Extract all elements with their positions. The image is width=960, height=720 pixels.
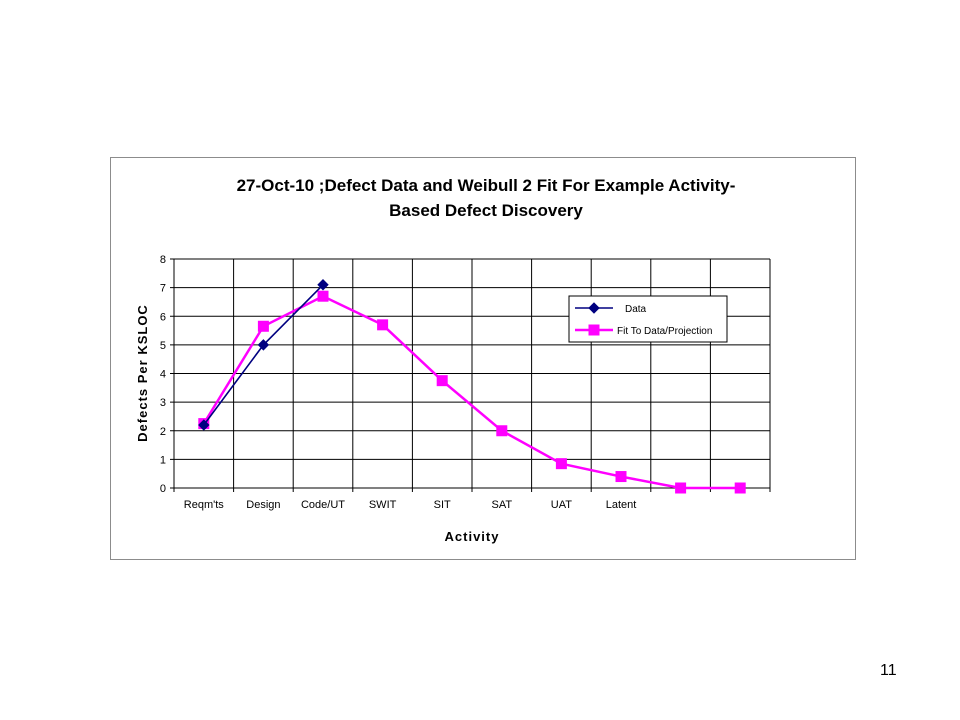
page-number: 11 [880, 662, 897, 679]
legend-label: Fit To Data/Projection [617, 326, 712, 337]
y-tick-label: 6 [160, 311, 166, 323]
y-tick-label: 4 [160, 369, 166, 381]
fit-point [257, 320, 269, 332]
fit-point [555, 458, 567, 470]
fit-point [377, 319, 389, 331]
x-tick-label: Latent [606, 499, 637, 511]
y-axis-title: Defects Per KSLOC [135, 304, 150, 442]
fit-point [615, 471, 627, 483]
x-axis-title: Activity [445, 529, 500, 544]
chart-subtitle: Based Defect Discovery [389, 201, 583, 220]
fit-point [436, 375, 448, 387]
series-line-fit [202, 294, 741, 490]
data-point [198, 419, 210, 431]
x-tick-label: Design [246, 499, 280, 511]
legend: Data Fit To Data/Projection [568, 295, 728, 343]
x-tick-label: Reqm'ts [184, 499, 224, 511]
legend-label: Data [625, 304, 647, 315]
data-point [257, 339, 270, 351]
chart-frame: 27-Oct-10 ;Defect Data and Weibull 2 Fit… [110, 157, 856, 560]
legend-marker [588, 302, 600, 314]
plot-area: 0 1 2 3 4 5 6 7 8 Reqm'ts Design Code/UT SWIT SIT SAT U… [160, 254, 771, 511]
y-tick-label: 8 [160, 254, 166, 266]
x-tick-label: Code/UT [301, 499, 345, 511]
data-point [317, 279, 329, 291]
chart-title: 27-Oct-10 ;Defect Data and Weibull 2 Fit… [237, 176, 736, 195]
y-tick-label: 2 [160, 426, 166, 438]
y-tick-label: 5 [160, 340, 166, 352]
x-tick-label: UAT [551, 499, 572, 511]
y-tick-label: 3 [160, 397, 166, 409]
x-tick-label: SIT [434, 499, 451, 511]
fit-point [675, 482, 687, 494]
y-tick-label: 0 [160, 483, 166, 495]
fit-point [496, 425, 508, 437]
x-tick-label: SAT [492, 499, 513, 511]
y-tick-label: 1 [160, 454, 166, 466]
legend-marker [588, 324, 600, 336]
chart-svg: 27-Oct-10 ;Defect Data and Weibull 2 Fit… [135, 176, 771, 544]
y-tick-label: 7 [160, 283, 166, 295]
x-tick-label: SWIT [369, 499, 397, 511]
fit-point [734, 482, 746, 494]
fit-point [317, 290, 329, 302]
